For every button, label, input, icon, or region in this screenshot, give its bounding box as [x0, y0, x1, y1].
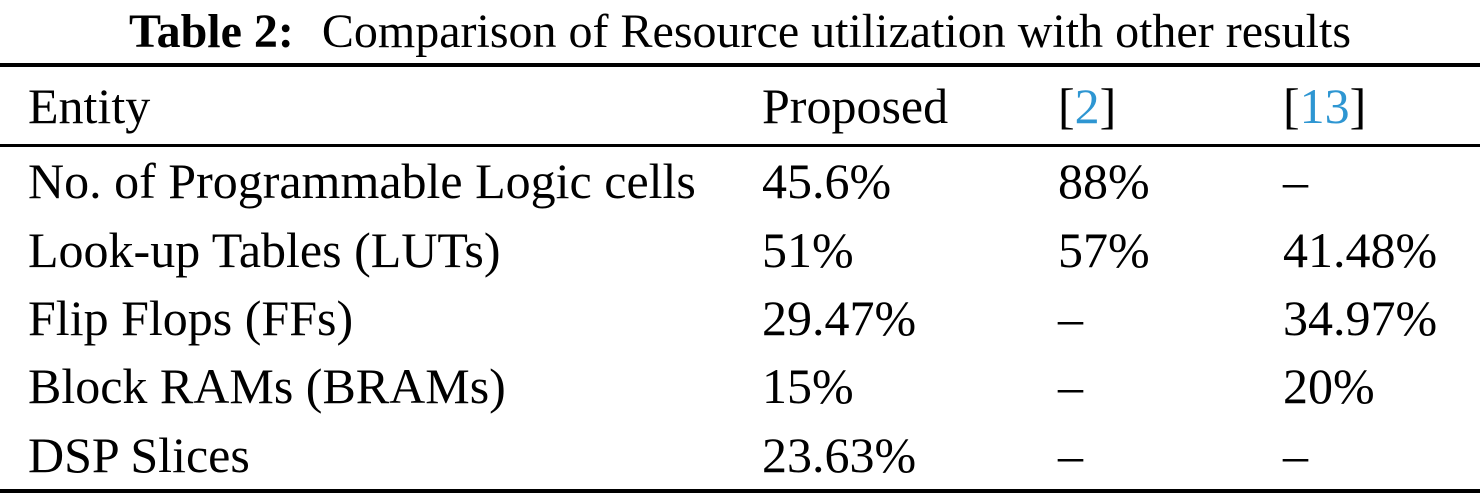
table-mid-rule	[0, 144, 1480, 147]
table-row-flip-flops: Flip Flops (FFs) 29.47% – 34.97%	[0, 284, 1480, 352]
citation-bracket-close: ]	[1099, 77, 1117, 134]
row-ref2-value: –	[1058, 290, 1083, 347]
row-proposed-value: 45.6%	[762, 153, 892, 210]
row-ref13-value: –	[1283, 153, 1308, 210]
row-ref13-value: 34.97%	[1283, 290, 1438, 347]
column-header-citation-13: [13]	[1283, 81, 1480, 131]
row-entity-label: Block RAMs (BRAMs)	[28, 358, 506, 415]
row-ref13-value: 41.48%	[1283, 221, 1438, 278]
row-proposed-value: 51%	[762, 221, 854, 278]
table-row-brams: Block RAMs (BRAMs) 15% – 20%	[0, 352, 1480, 420]
table-header-row: Entity Proposed [2] [13]	[0, 67, 1480, 144]
row-ref2-value: 57%	[1058, 221, 1150, 278]
row-ref2-value: –	[1058, 358, 1083, 415]
table-bottom-rule	[0, 489, 1480, 493]
table-row-dsp-slices: DSP Slices 23.63% – –	[0, 421, 1480, 489]
table-body: No. of Programmable Logic cells 45.6% 88…	[0, 147, 1480, 489]
citation-13-link[interactable]: 13	[1299, 77, 1350, 134]
row-entity-label: No. of Programmable Logic cells	[28, 153, 696, 210]
row-ref13-value: –	[1283, 426, 1308, 483]
column-header-entity: Entity	[28, 77, 151, 134]
citation-2-link[interactable]: 2	[1074, 77, 1100, 134]
row-ref2-value: 88%	[1058, 153, 1150, 210]
table-caption-text: Comparison of Resource utilization with …	[321, 4, 1352, 58]
table-row-luts: Look-up Tables (LUTs) 51% 57% 41.48%	[0, 215, 1480, 283]
table-caption: Table 2: Comparison of Resource utilizati…	[0, 0, 1480, 63]
row-ref2-value: –	[1058, 426, 1083, 483]
row-proposed-value: 15%	[762, 358, 854, 415]
row-entity-label: Look-up Tables (LUTs)	[28, 221, 501, 278]
row-entity-label: Flip Flops (FFs)	[28, 290, 354, 347]
citation-bracket-close: ]	[1349, 77, 1367, 134]
citation-bracket-open: [	[1283, 77, 1300, 134]
row-entity-label: DSP Slices	[28, 426, 250, 483]
table-top-rule	[0, 63, 1480, 67]
row-proposed-value: 29.47%	[762, 290, 917, 347]
column-header-proposed: Proposed	[762, 77, 949, 134]
row-proposed-value: 23.63%	[762, 426, 917, 483]
table-caption-label: Table 2:	[128, 4, 294, 58]
table-row-programmable-logic-cells: No. of Programmable Logic cells 45.6% 88…	[0, 147, 1480, 215]
citation-bracket-open: [	[1058, 77, 1075, 134]
column-header-citation-2: [2]	[1058, 81, 1283, 131]
row-ref13-value: 20%	[1283, 358, 1375, 415]
